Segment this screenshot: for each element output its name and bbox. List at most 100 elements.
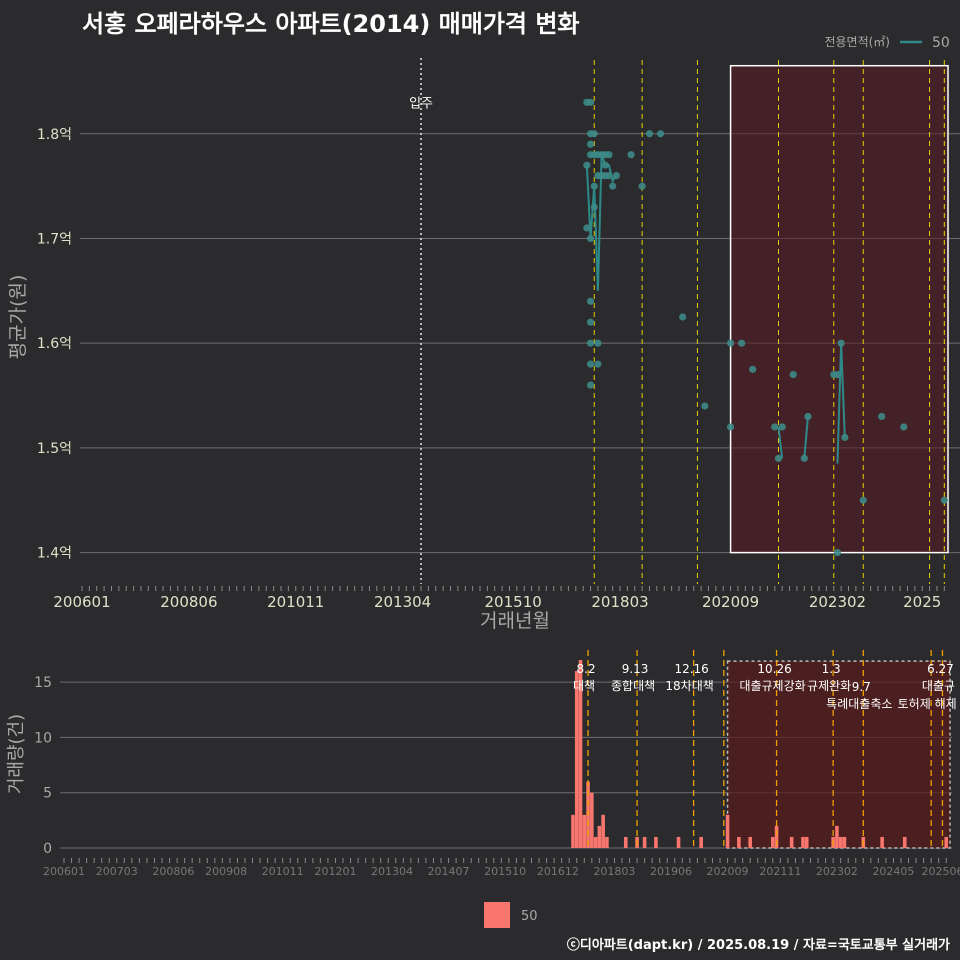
data-point bbox=[774, 454, 783, 462]
data-point bbox=[841, 433, 849, 442]
data-point bbox=[586, 234, 595, 243]
policy-event-date: 9.13 bbox=[622, 662, 649, 676]
volume-bar bbox=[801, 836, 805, 848]
volume-bar bbox=[574, 671, 579, 848]
volume-bar bbox=[771, 836, 775, 848]
data-point bbox=[749, 365, 757, 373]
data-point bbox=[590, 182, 598, 190]
chart-title: 서홍 오페라하우스 아파트(2014) 매매가격 변화 bbox=[82, 10, 580, 38]
volume-bar bbox=[944, 836, 949, 848]
bar-x-tick-label: 201803 bbox=[593, 865, 635, 878]
data-point bbox=[789, 370, 797, 379]
volume-bar bbox=[880, 836, 884, 848]
volume-bar bbox=[676, 836, 681, 848]
x-tick-label: 202009 bbox=[702, 593, 759, 611]
policy-event-name: 특례대출축소 bbox=[826, 697, 892, 711]
series-line bbox=[803, 416, 809, 459]
bar-x-tick-label: 201612 bbox=[537, 865, 579, 878]
policy-event-date: 10.26 bbox=[757, 662, 791, 676]
data-point bbox=[583, 224, 591, 232]
x-tick-label: 200806 bbox=[160, 593, 217, 611]
bar-x-tick-label: 202111 bbox=[759, 865, 801, 878]
data-point bbox=[804, 412, 812, 421]
highlight-region bbox=[729, 64, 949, 554]
bar-x-tick-label: 201011 bbox=[262, 865, 304, 878]
data-point bbox=[778, 423, 786, 431]
policy-event-name: 대출규제강화 bbox=[739, 679, 805, 693]
bar-y-tick-label: 15 bbox=[34, 675, 52, 691]
data-point bbox=[586, 360, 595, 368]
data-point bbox=[800, 454, 808, 462]
data-point bbox=[940, 496, 948, 504]
bar-x-tick-label: 202009 bbox=[707, 865, 749, 878]
bar-x-tick-label: 200806 bbox=[152, 865, 194, 878]
data-point bbox=[726, 423, 735, 431]
x-tick-label: 201510 bbox=[485, 593, 542, 611]
volume-bar bbox=[725, 814, 730, 848]
volume-bar bbox=[804, 836, 809, 848]
data-point bbox=[586, 318, 595, 326]
volume-bar bbox=[582, 814, 587, 848]
data-point bbox=[586, 297, 595, 305]
data-point bbox=[638, 182, 646, 190]
volume-bar bbox=[699, 836, 703, 848]
bar-x-tick-label: 200601 bbox=[43, 865, 85, 878]
x-axis-title: 거래년월 bbox=[480, 610, 550, 632]
x-tick-label: 202302 bbox=[809, 593, 866, 611]
volume-bar bbox=[601, 814, 605, 848]
data-point bbox=[859, 496, 867, 504]
bar-y-tick-label: 0 bbox=[43, 841, 52, 857]
policy-event-date: 1.3 bbox=[822, 662, 841, 676]
volume-bar bbox=[623, 836, 628, 848]
volume-bar bbox=[737, 836, 741, 848]
data-point bbox=[833, 370, 842, 379]
data-point bbox=[590, 203, 598, 211]
volume-bar bbox=[838, 836, 843, 848]
bar-x-tick-label: 201201 bbox=[314, 865, 356, 878]
bar-x-tick-label: 202506 bbox=[921, 865, 960, 878]
policy-event-name: 18차대책 bbox=[665, 678, 713, 693]
bar-x-tick-label: 200908 bbox=[205, 865, 247, 878]
bar-x-tick-label: 201510 bbox=[484, 865, 526, 878]
bar-x-tick-label: 201304 bbox=[371, 865, 413, 878]
bar-legend-swatch bbox=[484, 902, 510, 928]
x-tick-label: 201011 bbox=[267, 593, 324, 611]
volume-bar bbox=[654, 836, 658, 848]
data-point bbox=[627, 151, 635, 159]
data-point bbox=[601, 161, 609, 169]
footer-credit: ⓒ디아파트(dapt.kr) / 2025.08.19 / 자료=국토교통부 실… bbox=[566, 938, 950, 953]
data-point bbox=[594, 360, 602, 368]
policy-event-date: 6.27 bbox=[927, 662, 954, 676]
data-point bbox=[833, 548, 842, 557]
y-tick-label: 1.7억 bbox=[37, 231, 72, 247]
volume-bar bbox=[642, 836, 647, 848]
y-tick-label: 1.8억 bbox=[37, 127, 72, 143]
bar-highlight-region bbox=[726, 660, 951, 849]
bar-y-tick-label: 10 bbox=[34, 730, 52, 746]
volume-bar bbox=[605, 836, 609, 848]
volume-bar bbox=[902, 836, 907, 848]
policy-event-name: 대출규 bbox=[922, 679, 955, 693]
bar-x-tick-label: 202302 bbox=[816, 865, 858, 878]
data-point bbox=[612, 172, 620, 180]
data-point bbox=[605, 172, 613, 180]
y-tick-label: 1.6억 bbox=[37, 336, 72, 352]
volume-bar bbox=[597, 825, 602, 848]
policy-event-date: 9.7 bbox=[852, 680, 871, 694]
y-tick-label: 1.5억 bbox=[37, 441, 72, 457]
data-point bbox=[701, 402, 709, 410]
volume-bar bbox=[571, 814, 575, 848]
move-in-label: 입주 bbox=[409, 96, 433, 111]
data-point bbox=[645, 130, 654, 138]
policy-event-name: 대책 bbox=[573, 678, 595, 693]
series-line bbox=[777, 426, 784, 459]
bar-y-axis-title: 거래량(건) bbox=[6, 714, 27, 794]
policy-event-name: 규제완화 bbox=[807, 679, 851, 693]
data-point bbox=[583, 161, 591, 169]
policy-event-date: 8.2 bbox=[577, 662, 596, 676]
legend-title: 전용면적(㎡) bbox=[824, 35, 890, 49]
data-point bbox=[605, 151, 613, 159]
data-point bbox=[609, 182, 617, 190]
data-point bbox=[878, 412, 886, 421]
